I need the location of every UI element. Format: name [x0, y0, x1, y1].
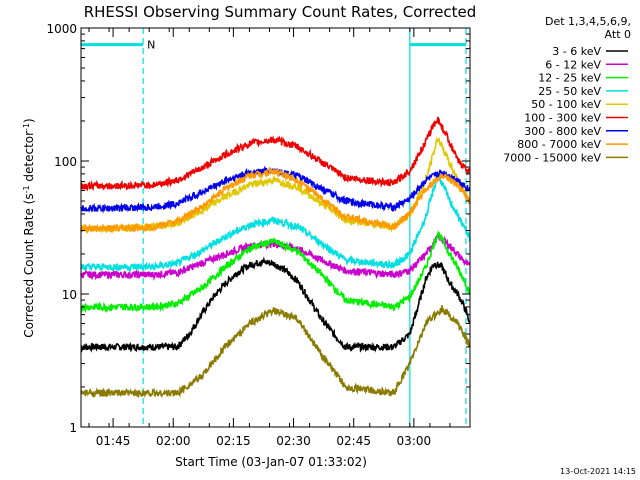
legend-label-3: 25 - 50 keV	[538, 85, 601, 98]
x-tick-label: 02:00	[156, 434, 191, 448]
legend-label-0: 3 - 6 keV	[552, 45, 601, 58]
y-axis-label-part-2: detector	[22, 131, 36, 186]
y-axis-label-part-3: )	[22, 118, 36, 123]
legend-label-4: 50 - 100 keV	[531, 98, 601, 111]
legend-label-6: 300 - 800 keV	[524, 125, 601, 138]
n-annotation: N	[147, 39, 155, 52]
y-axis-label-superscript-1: -1	[22, 185, 31, 193]
x-axis: 01:45 02:00 02:15 02:30 02:45 03:00	[88, 28, 451, 448]
x-tick-label: 02:45	[336, 434, 371, 448]
series-line-7	[80, 166, 471, 235]
legend-header-line-2: Att 0	[605, 28, 631, 41]
y-tick-label: 100	[54, 155, 77, 169]
x-axis-label: Start Time (03-Jan-07 01:33:02)	[175, 455, 367, 469]
series-line-5	[80, 116, 471, 192]
series-line-2	[80, 229, 471, 314]
plot-frame	[80, 27, 471, 428]
x-tick-label: 02:15	[216, 434, 251, 448]
y-tick-label: 10	[62, 288, 77, 302]
y-tick-label: 1	[69, 421, 77, 435]
legend-label-1: 6 - 12 keV	[545, 58, 601, 71]
legend-label-8: 7000 - 15000 keV	[503, 151, 601, 164]
series-line-8	[80, 305, 471, 399]
legend-label-2: 12 - 25 keV	[538, 72, 601, 85]
y-axis-label-part-1: Corrected Count Rate (s	[22, 193, 36, 337]
y-tick-label: 1000	[46, 22, 77, 36]
footer-timestamp: 13-Oct-2021 14:15	[560, 467, 636, 476]
legend-label-7: 800 - 7000 keV	[517, 138, 601, 151]
y-axis-label: Corrected Count Rate (s-1 detector-1)	[22, 118, 36, 337]
y-axis: 1 10 100 1000	[46, 22, 470, 435]
legend-header-line-1: Det 1,3,4,5,6,9,	[545, 15, 631, 28]
series-line-3	[80, 171, 471, 274]
x-tick-label: 02:30	[276, 434, 311, 448]
x-tick-label: 03:00	[397, 434, 432, 448]
legend-label-5: 100 - 300 keV	[524, 112, 601, 125]
y-axis-label-superscript-2: -1	[22, 123, 31, 131]
series-line-0	[80, 256, 471, 353]
x-tick-label: 01:45	[96, 434, 131, 448]
plot-area: N	[80, 28, 471, 427]
chart-title: RHESSI Observing Summary Count Rates, Co…	[84, 3, 477, 21]
